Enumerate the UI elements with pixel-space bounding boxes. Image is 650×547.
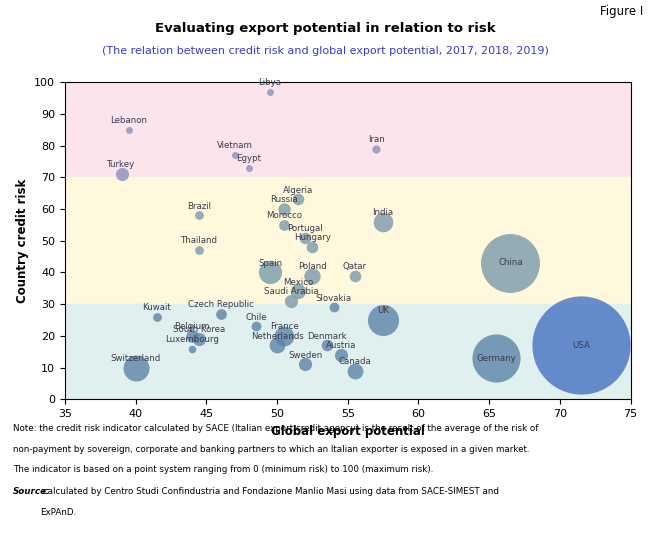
Bar (65, 304, 630, 399)
Point (321, 341, 332, 350)
Point (124, 125, 134, 134)
Text: Thailand: Thailand (181, 236, 218, 246)
Point (151, 312, 162, 321)
Point (300, 233, 311, 242)
Text: Germany: Germany (476, 353, 516, 363)
Point (293, 195, 304, 204)
Text: USA: USA (572, 341, 590, 350)
Text: UK: UK (377, 306, 389, 315)
Text: Austria: Austria (326, 341, 356, 350)
Text: South Korea: South Korea (173, 325, 226, 334)
Point (194, 246, 205, 254)
Text: Evaluating export potential in relation to risk: Evaluating export potential in relation … (155, 22, 495, 35)
Point (116, 170, 127, 178)
Text: Turkey: Turkey (107, 160, 136, 170)
Point (131, 363, 141, 372)
Text: Morocco: Morocco (266, 211, 302, 220)
Text: Luxembourg: Luxembourg (165, 335, 219, 344)
Text: calculated by Centro Studi Confindustria and Fondazione Manlio Masi using data f: calculated by Centro Studi Confindustria… (40, 487, 499, 496)
Text: Netherlands: Netherlands (251, 331, 304, 341)
Point (307, 243, 318, 252)
Text: Note: the credit risk indicator calculated by SACE (Italian export credit agency: Note: the credit risk indicator calculat… (13, 424, 538, 433)
Text: Libya: Libya (259, 78, 281, 87)
Text: Kuwait: Kuwait (142, 303, 171, 312)
Text: Mexico: Mexico (283, 278, 313, 287)
Text: Algeria: Algeria (283, 185, 313, 195)
Point (576, 341, 586, 350)
Point (279, 331, 289, 340)
Text: Source:: Source: (13, 487, 51, 496)
Text: China: China (498, 258, 523, 267)
Text: Poland: Poland (298, 262, 327, 271)
Point (272, 341, 282, 350)
Text: Canada: Canada (339, 357, 371, 366)
Point (378, 316, 388, 324)
Text: Lebanon: Lebanon (110, 116, 147, 125)
Point (286, 296, 296, 305)
Point (300, 360, 311, 369)
Point (491, 354, 501, 363)
Point (187, 344, 198, 353)
Point (279, 220, 289, 229)
Text: Switzerland: Switzerland (111, 354, 161, 363)
Bar (65, 82, 630, 177)
Text: The indicator is based on a point system ranging from 0 (minimum risk) to 100 (m: The indicator is based on a point system… (13, 465, 434, 474)
Text: France: France (270, 322, 298, 331)
Point (378, 217, 388, 226)
Point (328, 303, 339, 312)
Point (279, 205, 289, 213)
Text: India: India (372, 208, 394, 217)
Text: Slovakia: Slovakia (315, 294, 352, 302)
X-axis label: Global export potential: Global export potential (271, 424, 424, 438)
Bar (65, 177, 630, 304)
Point (307, 271, 318, 280)
Text: Brazil: Brazil (187, 201, 211, 211)
Text: Qatar: Qatar (343, 262, 367, 271)
Point (505, 259, 515, 267)
Text: ExPAnD.: ExPAnD. (40, 508, 77, 517)
Point (293, 287, 304, 296)
Point (265, 268, 275, 277)
Text: Egypt: Egypt (237, 154, 261, 163)
Point (244, 164, 254, 172)
Point (265, 87, 275, 96)
Text: Sweden: Sweden (288, 351, 322, 360)
Text: Iran: Iran (368, 135, 384, 144)
Text: Figure I: Figure I (600, 5, 644, 19)
Text: Denmark: Denmark (307, 331, 346, 341)
Text: Spain: Spain (258, 259, 282, 267)
Point (187, 331, 198, 340)
Point (194, 211, 205, 220)
Y-axis label: Country credit risk: Country credit risk (16, 178, 29, 303)
Text: Saudi Arabia: Saudi Arabia (264, 287, 318, 296)
Point (350, 366, 360, 375)
Text: Czech Republic: Czech Republic (188, 300, 254, 309)
Point (371, 144, 382, 153)
Point (335, 351, 346, 359)
Text: Hungary: Hungary (294, 233, 331, 242)
Text: non-payment by sovereign, corporate and banking partners to which an Italian exp: non-payment by sovereign, corporate and … (13, 445, 530, 453)
Text: Vietnam: Vietnam (216, 141, 253, 150)
Text: Chile: Chile (245, 312, 266, 322)
Point (194, 335, 205, 344)
Text: Portugal: Portugal (287, 224, 323, 233)
Text: (The relation between credit risk and global export potential, 2017, 2018, 2019): (The relation between credit risk and gl… (101, 46, 549, 56)
Text: Russia: Russia (270, 195, 298, 204)
Point (229, 150, 240, 159)
Text: Belgium: Belgium (174, 322, 210, 331)
Point (215, 309, 226, 318)
Point (350, 271, 360, 280)
Point (251, 322, 261, 331)
